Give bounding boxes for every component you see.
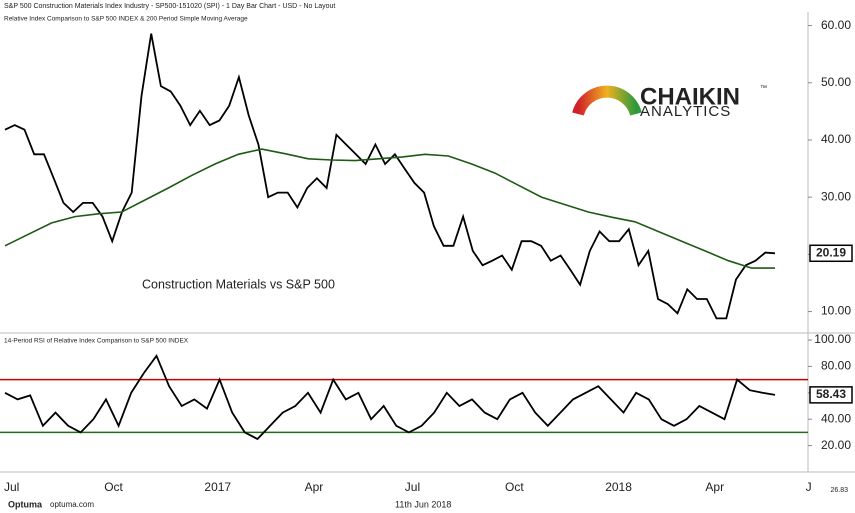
x-tick-label: Jul bbox=[4, 480, 19, 494]
x-tick-label: Jul bbox=[405, 480, 420, 494]
y-tick-label: 50.00 bbox=[821, 75, 851, 89]
y-tick-label: 30.00 bbox=[821, 189, 851, 203]
panel-title: Relative Index Comparison to S&P 500 IND… bbox=[4, 16, 248, 23]
x-tick-label: Oct bbox=[505, 480, 524, 494]
x-tick-label: Apr bbox=[705, 480, 724, 494]
annotation: Construction Materials vs S&P 500 bbox=[142, 277, 335, 291]
footer-corner: 26.83 bbox=[830, 487, 848, 494]
x-tick-label: Oct bbox=[104, 480, 123, 494]
series-line bbox=[4, 33, 776, 320]
y-tick-label: 100.00 bbox=[814, 332, 851, 346]
current-label: 20.19 bbox=[816, 245, 846, 259]
series-line bbox=[4, 148, 775, 269]
logo-sub: ANALYTICS bbox=[640, 103, 731, 120]
y-tick-label: 80.00 bbox=[821, 359, 851, 373]
x-tick-label: 2017 bbox=[204, 480, 231, 494]
y-tick-label: 40.00 bbox=[821, 132, 851, 146]
y-tick-label: 40.00 bbox=[821, 411, 851, 425]
panel-title: 14-Period RSI of Relative Index Comparis… bbox=[4, 338, 189, 345]
header-title: S&P 500 Construction Materials Index Ind… bbox=[4, 3, 335, 10]
x-tick-label: J bbox=[806, 480, 812, 494]
current-label: 58.43 bbox=[816, 387, 846, 401]
logo-arc bbox=[572, 85, 642, 116]
current-box bbox=[809, 386, 853, 404]
series-line bbox=[4, 353, 776, 441]
logo-mark: ™ bbox=[760, 85, 767, 92]
footer-brand: Optuma bbox=[8, 499, 43, 509]
x-tick-label: 2018 bbox=[605, 480, 632, 494]
y-tick-label: 10.00 bbox=[821, 304, 851, 318]
footer-site: optuma.com bbox=[50, 500, 94, 509]
logo-name: CHAIKIN bbox=[640, 83, 740, 110]
y-tick-label: 20.00 bbox=[821, 438, 851, 452]
y-tick-label: 60.00 bbox=[821, 18, 851, 32]
footer-date: 11th Jun 2018 bbox=[395, 499, 451, 509]
x-tick-label: Apr bbox=[305, 480, 324, 494]
current-box bbox=[809, 244, 853, 263]
